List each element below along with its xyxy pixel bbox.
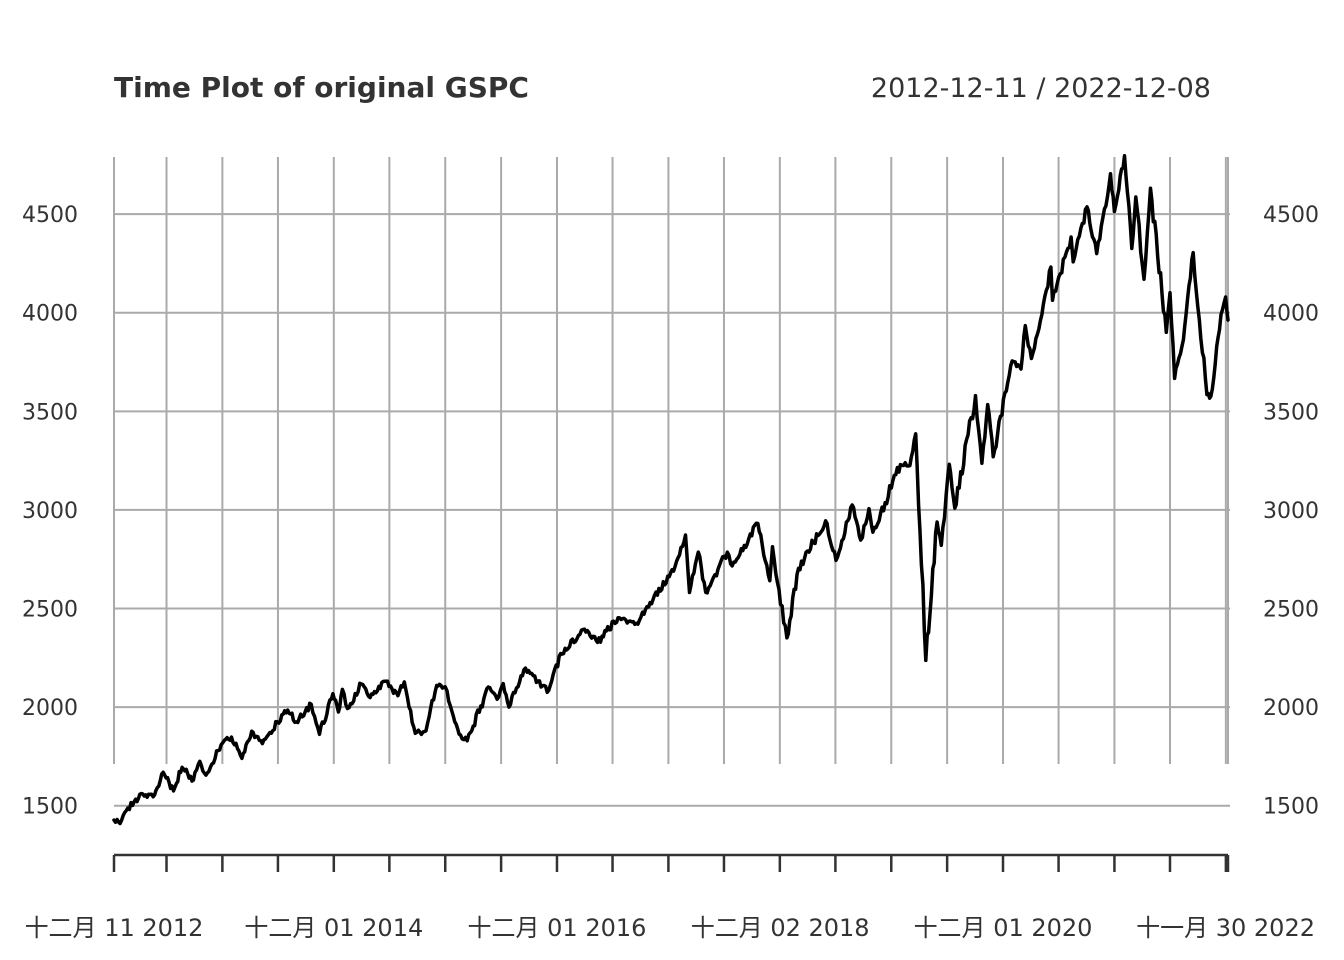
y-tick-label-left: 3000 [22,499,78,524]
y-tick-label-right: 4000 [1263,302,1319,327]
x-axis [112,853,1230,872]
y-tick-label-left: 4000 [22,302,78,327]
y-tick-label-left: 3500 [22,400,78,425]
y-tick-label-left: 2500 [22,598,78,623]
x-tick-label: 十二月 01 2016 [468,914,647,942]
x-tick-label: 十二月 11 2012 [25,914,204,942]
date-range-label: 2012-12-11 / 2022-12-08 [871,73,1211,104]
y-tick-label-right: 2500 [1263,598,1319,623]
y-tick-label-right: 2000 [1263,696,1319,721]
y-tick-label-right: 1500 [1263,795,1319,820]
y-tick-label-left: 1500 [22,795,78,820]
x-tick-label: 十二月 01 2020 [914,914,1093,942]
y-tick-label-right: 3500 [1263,400,1319,425]
x-tick-labels: 十二月 11 2012 十二月 01 2014 十二月 01 2016 十二月 02 … [25,914,1315,942]
chart-title: Time Plot of original GSPC [114,71,529,104]
y-tick-label-left: 2000 [22,696,78,721]
y-axis-right: 1500 2000 2500 3000 3500 4000 4500 [1263,203,1319,820]
series-line [112,154,1230,826]
x-tick-label: 十二月 02 2018 [691,914,870,942]
y-tick-label-right: 3000 [1263,499,1319,524]
y-tick-label-right: 4500 [1263,203,1319,228]
grid-layer [113,157,1230,807]
series-line-layer [112,154,1230,826]
y-axis-left: 1500 2000 2500 3000 3500 4000 4500 [22,203,78,820]
x-tick-label: 十二月 01 2014 [244,914,423,942]
y-tick-label-left: 4500 [22,203,78,228]
x-tick-label: 十一月 30 2022 [1136,914,1315,942]
